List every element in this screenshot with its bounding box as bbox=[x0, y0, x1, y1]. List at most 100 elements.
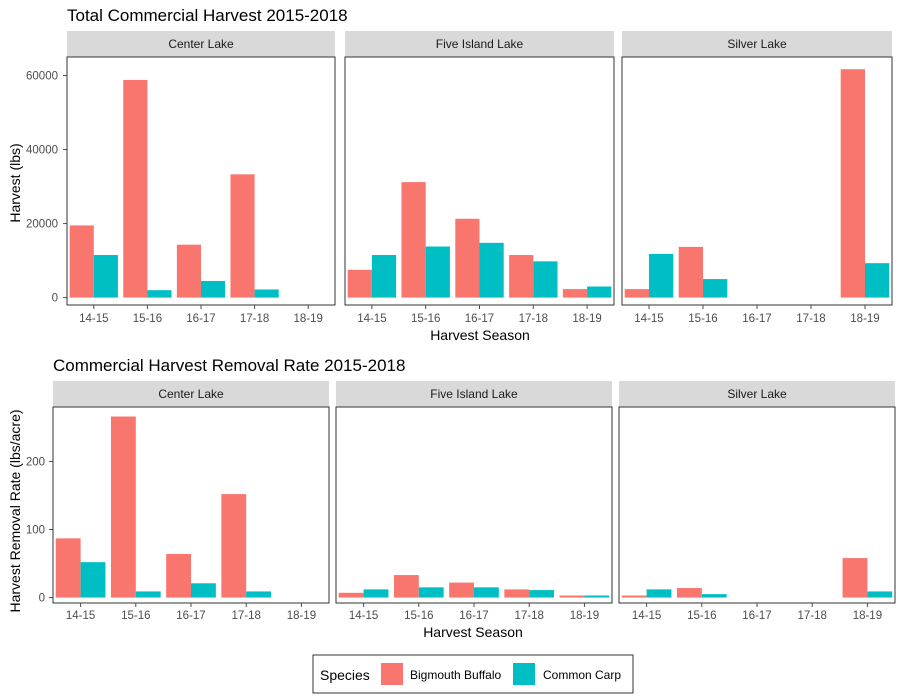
x-tick-label: 17-18 bbox=[231, 610, 260, 622]
y-tick-label: 200 bbox=[26, 456, 45, 468]
x-tick-label: 15-16 bbox=[687, 610, 716, 622]
bar-common-carp bbox=[147, 290, 172, 298]
chart-1-facet-strips: Center Lake Five Island Lake Silver Lake bbox=[67, 31, 892, 57]
chart-1-title: Total Commercial Harvest 2015-2018 bbox=[67, 6, 348, 25]
y-tick-label: 40000 bbox=[26, 145, 58, 157]
strip-bg bbox=[345, 31, 614, 57]
strip-label: Five Island Lake bbox=[436, 37, 524, 51]
bar-bigmouth-buffalo bbox=[338, 592, 364, 598]
bar-bigmouth-buffalo bbox=[504, 589, 530, 598]
x-tick-label: 18-19 bbox=[293, 313, 322, 325]
bar-bigmouth-buffalo bbox=[559, 595, 585, 598]
x-tick-label: 14-15 bbox=[357, 313, 386, 325]
chart-2-facet-strips: Center Lake Five Island Lake Silver Lake bbox=[53, 381, 895, 407]
bar-bigmouth-buffalo bbox=[123, 79, 148, 298]
bar-common-carp bbox=[701, 594, 727, 598]
x-tick-label: 16-17 bbox=[459, 610, 488, 622]
x-tick-label: 14-15 bbox=[66, 610, 95, 622]
strip-label: Center Lake bbox=[158, 387, 224, 401]
strip-bg bbox=[336, 381, 612, 407]
bar-common-carp bbox=[646, 589, 672, 598]
bar-common-carp bbox=[246, 591, 272, 598]
x-tick-label: 17-18 bbox=[797, 610, 826, 622]
x-tick-label: 17-18 bbox=[514, 610, 543, 622]
x-tick-label: 17-18 bbox=[796, 313, 825, 325]
bar-common-carp bbox=[254, 289, 279, 298]
x-tick-label: 17-18 bbox=[519, 313, 548, 325]
legend-swatch-common-carp bbox=[513, 663, 535, 685]
legend-label-bigmouth-buffalo: Bigmouth Buffalo bbox=[410, 668, 501, 682]
bar-common-carp bbox=[529, 590, 555, 598]
x-tick-label: 16-17 bbox=[176, 610, 205, 622]
bar-common-carp bbox=[425, 246, 450, 298]
chart-2-title: Commercial Harvest Removal Rate 2015-201… bbox=[53, 356, 405, 375]
x-tick-label: 14-15 bbox=[79, 313, 108, 325]
bar-common-carp bbox=[474, 587, 499, 598]
x-tick-label: 16-17 bbox=[742, 313, 771, 325]
y-tick-label: 60000 bbox=[26, 71, 58, 83]
bar-bigmouth-buffalo bbox=[230, 174, 255, 298]
bar-bigmouth-buffalo bbox=[449, 582, 474, 598]
legend-box bbox=[312, 654, 634, 694]
bar-bigmouth-buffalo bbox=[678, 246, 703, 298]
x-tick-label: 16-17 bbox=[742, 610, 771, 622]
y-tick-label: 100 bbox=[26, 525, 45, 537]
strip-bg bbox=[53, 381, 329, 407]
bar-common-carp bbox=[867, 591, 893, 598]
strip-label: Silver Lake bbox=[727, 37, 787, 51]
x-tick-label: 15-16 bbox=[688, 313, 717, 325]
bar-common-carp bbox=[584, 595, 610, 598]
legend: Species Bigmouth Buffalo Common Carp bbox=[312, 654, 634, 694]
strip-label: Five Island Lake bbox=[430, 387, 518, 401]
strip-label: Center Lake bbox=[168, 37, 234, 51]
bar-common-carp bbox=[418, 587, 444, 598]
x-tick-label: 15-16 bbox=[411, 313, 440, 325]
bar-bigmouth-buffalo bbox=[55, 538, 81, 598]
bar-common-carp bbox=[201, 280, 226, 298]
bar-bigmouth-buffalo bbox=[624, 289, 649, 298]
x-tick-label: 14-15 bbox=[349, 610, 378, 622]
bar-common-carp bbox=[649, 253, 674, 298]
bar-bigmouth-buffalo bbox=[842, 558, 868, 598]
x-tick-label: 14-15 bbox=[634, 313, 663, 325]
bar-common-carp bbox=[371, 255, 397, 298]
y-tick-label: 20000 bbox=[26, 219, 58, 231]
x-tick-label: 18-19 bbox=[287, 610, 316, 622]
bar-common-carp bbox=[703, 279, 728, 298]
bar-bigmouth-buffalo bbox=[221, 494, 247, 598]
bar-bigmouth-buffalo bbox=[401, 182, 426, 298]
legend-swatch-bigmouth-buffalo bbox=[381, 663, 403, 685]
chart-2-marks: 0 100 200 14-15 15-16 16-17 17-18 18-19 14-15 15-… bbox=[26, 406, 896, 622]
x-tick-label: 16-17 bbox=[186, 313, 215, 325]
x-tick-label: 18-19 bbox=[853, 610, 882, 622]
y-tick-label: 0 bbox=[39, 593, 45, 605]
strip-label: Silver Lake bbox=[727, 387, 787, 401]
bar-bigmouth-buffalo bbox=[676, 588, 702, 598]
x-tick-label: 15-16 bbox=[133, 313, 162, 325]
x-tick-label: 15-16 bbox=[121, 610, 150, 622]
bar-bigmouth-buffalo bbox=[840, 69, 865, 298]
chart-1-xlabel: Harvest Season bbox=[430, 327, 530, 343]
bar-common-carp bbox=[865, 263, 890, 298]
bar-common-carp bbox=[80, 562, 106, 598]
chart-2-ylabel: Harvest Removal Rate (lbs/acre) bbox=[7, 409, 23, 612]
x-tick-label: 15-16 bbox=[404, 610, 433, 622]
legend-title: Species bbox=[320, 667, 370, 683]
bar-common-carp bbox=[191, 583, 216, 598]
x-tick-label: 18-19 bbox=[572, 313, 601, 325]
bar-common-carp bbox=[479, 242, 504, 298]
bar-bigmouth-buffalo bbox=[166, 554, 191, 598]
bar-bigmouth-buffalo bbox=[176, 244, 201, 298]
bar-bigmouth-buffalo bbox=[110, 416, 136, 598]
bar-bigmouth-buffalo bbox=[347, 269, 372, 298]
x-tick-label: 18-19 bbox=[570, 610, 599, 622]
strip-bg bbox=[67, 31, 335, 57]
bar-bigmouth-buffalo bbox=[69, 225, 94, 298]
bar-bigmouth-buffalo bbox=[455, 218, 480, 298]
chart-2-xlabel: Harvest Season bbox=[423, 624, 523, 640]
bar-common-carp bbox=[93, 255, 118, 298]
bar-bigmouth-buffalo bbox=[509, 255, 534, 298]
strip-bg bbox=[622, 31, 892, 57]
bar-bigmouth-buffalo bbox=[562, 289, 588, 298]
bar-common-carp bbox=[533, 261, 558, 298]
